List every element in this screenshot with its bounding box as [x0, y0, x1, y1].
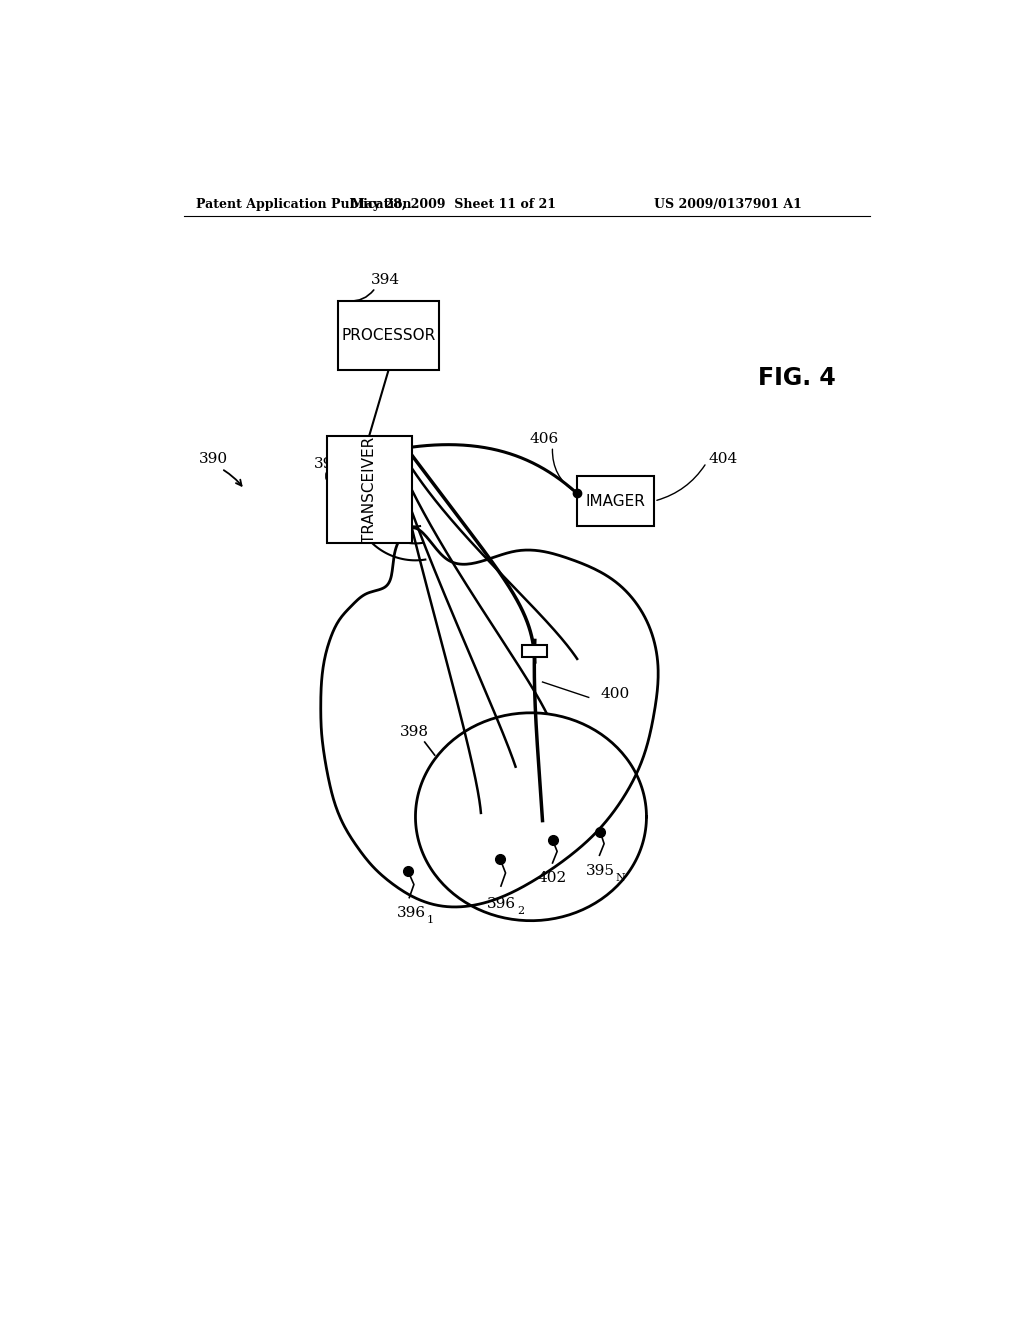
Text: 395: 395 [586, 863, 614, 878]
Text: 392: 392 [313, 457, 343, 471]
Text: 406: 406 [529, 433, 559, 446]
Text: US 2009/0137901 A1: US 2009/0137901 A1 [654, 198, 802, 211]
FancyBboxPatch shape [327, 436, 412, 544]
Text: 398: 398 [399, 725, 428, 739]
Text: 400: 400 [600, 686, 630, 701]
Text: FIG. 4: FIG. 4 [758, 366, 836, 389]
Text: 1: 1 [427, 915, 434, 925]
Text: 390: 390 [199, 451, 228, 466]
Text: 402: 402 [538, 871, 567, 886]
FancyBboxPatch shape [578, 477, 654, 527]
Text: 2: 2 [517, 906, 524, 916]
Text: N: N [615, 873, 626, 883]
FancyBboxPatch shape [522, 645, 547, 657]
Text: 396: 396 [397, 906, 426, 920]
Text: TRANSCEIVER: TRANSCEIVER [361, 437, 377, 543]
FancyBboxPatch shape [339, 301, 438, 370]
Text: Patent Application Publication: Patent Application Publication [196, 198, 412, 211]
Text: IMAGER: IMAGER [586, 494, 645, 508]
Text: PROCESSOR: PROCESSOR [341, 327, 435, 343]
Text: May 28, 2009  Sheet 11 of 21: May 28, 2009 Sheet 11 of 21 [351, 198, 556, 211]
Text: 394: 394 [371, 273, 400, 286]
Text: 396: 396 [487, 896, 516, 911]
Text: 404: 404 [709, 451, 738, 466]
